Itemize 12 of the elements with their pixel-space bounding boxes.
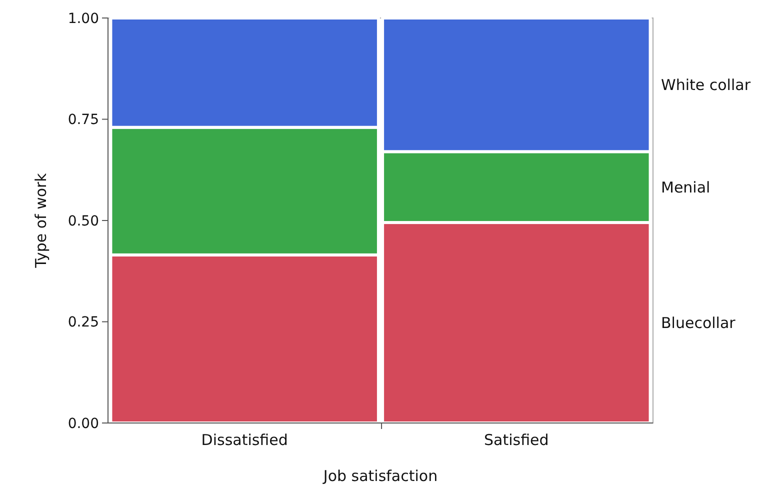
y-tick-label: 1.00 — [68, 10, 99, 27]
series-label: White collar — [661, 76, 752, 94]
y-tick-label: 0.25 — [68, 314, 99, 331]
series-label: Bluecollar — [661, 314, 736, 332]
x-axis-title: Job satisfaction — [322, 467, 438, 485]
y-tick-label: 0.75 — [68, 112, 99, 128]
series-label: Menial — [661, 178, 710, 196]
y-tick-label: 0.50 — [68, 213, 99, 230]
x-tick-label: Dissatisfied — [201, 431, 288, 449]
x-tick-label: Satisfied — [484, 431, 549, 449]
y-axis-title: Type of work — [32, 172, 50, 269]
y-tick-label: 0.00 — [68, 416, 99, 432]
